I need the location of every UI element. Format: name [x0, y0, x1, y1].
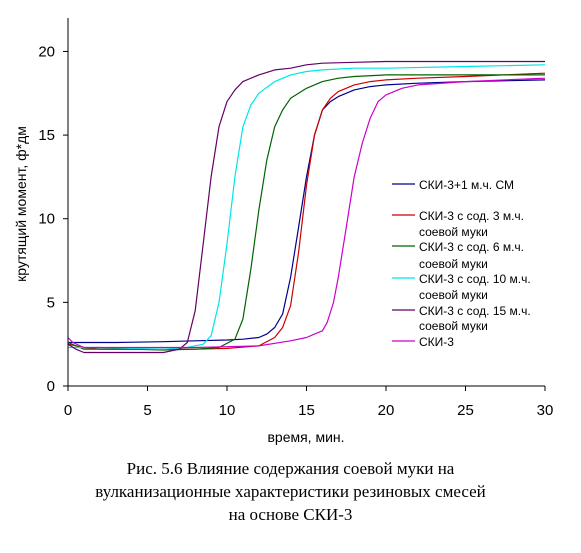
chart: 0 5 10 15 20 25 30 0 5 10 15 20 время, мин. крутящи…	[13, 18, 553, 445]
series-line-4	[68, 64, 546, 350]
x-tick-label: 10	[219, 402, 236, 419]
caption-line-3: на основе СКИ-3	[228, 505, 353, 524]
series-line-5	[67, 60, 545, 354]
y-tick-label: 10	[38, 211, 55, 228]
legend-label-6: СКИ-3	[419, 335, 454, 349]
y-axis-label: крутящий момент, ф*дм	[13, 126, 29, 282]
x-tick-label: 25	[457, 402, 474, 419]
x-tick-label: 5	[143, 402, 151, 419]
legend: СКИ-3+1 м.ч. СМ СКИ-3 с сод. 3 м.ч. соевой…	[392, 178, 531, 349]
x-axis-label: время, мин.	[267, 429, 344, 445]
series-line-1	[68, 79, 546, 344]
legend-label-2: СКИ-3 с сод. 3 м.ч.	[419, 209, 524, 223]
legend-label-1: СКИ-3+1 м.ч. СМ	[419, 178, 514, 192]
figure-caption: Рис. 5.6 Влияние содержания соевой муки …	[0, 457, 581, 526]
y-tick-label: 15	[38, 127, 55, 144]
legend-label-2: соевой муки	[419, 225, 488, 239]
legend-label-5: соевой муки	[419, 319, 488, 333]
x-tick-label: 30	[537, 402, 554, 419]
y-tick-label: 0	[47, 378, 55, 395]
y-tick-label: 5	[47, 294, 55, 311]
legend-label-4: соевой муки	[419, 288, 488, 302]
caption-line-2: вулканизационные характеристики резиновы…	[95, 482, 486, 501]
legend-label-4: СКИ-3 с сод. 10 м.ч.	[419, 272, 531, 286]
x-tick-label: 20	[378, 402, 395, 419]
series-line-6	[67, 77, 546, 349]
series-line-3	[67, 74, 545, 351]
legend-label-5: СКИ-3 с сод. 15 м.ч.	[419, 304, 531, 318]
legend-label-3: СКИ-3 с сод. 6 м.ч.	[419, 240, 524, 254]
series-layer	[67, 60, 546, 354]
x-tick-label: 15	[298, 402, 315, 419]
y-tick-label: 20	[38, 43, 55, 60]
x-tick-label: 0	[64, 402, 72, 419]
caption-line-1: Рис. 5.6 Влияние содержания соевой муки …	[126, 459, 455, 478]
ticks-layer: 0 5 10 15 20 25 30 0 5 10 15 20	[38, 43, 553, 419]
legend-label-3: соевой муки	[419, 257, 488, 271]
